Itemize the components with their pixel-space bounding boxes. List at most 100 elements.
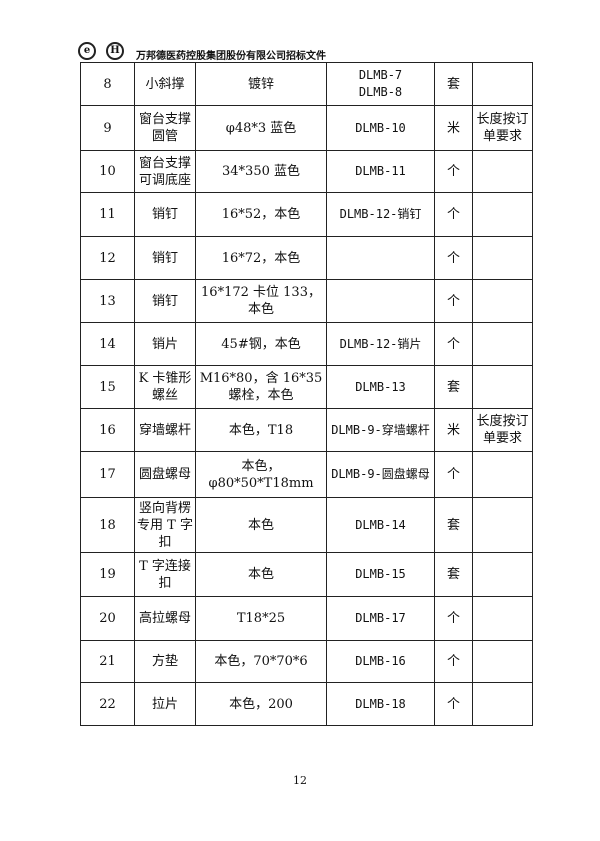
row-number: 22 [80, 682, 135, 726]
item-note [472, 596, 533, 641]
item-unit: 米 [434, 105, 473, 151]
item-spec: 本色 [195, 552, 327, 597]
item-name: 小斜撑 [134, 62, 196, 106]
table-row: 14 销片 45#钢，本色 DLMB-12-销片个 [80, 322, 533, 366]
row-number: 21 [80, 640, 135, 683]
item-name: 拉片 [134, 682, 196, 726]
item-spec: 镀锌 [195, 62, 327, 106]
table-row: 13 销钉 16*172 卡位 133，本色 个 [80, 279, 533, 323]
item-note [472, 322, 533, 366]
row-number: 13 [80, 279, 135, 323]
row-number: 12 [80, 236, 135, 280]
item-code: DLMB-13 [326, 365, 435, 409]
item-note [472, 192, 533, 237]
table-row: 19 T 字连接扣 本色 DLMB-15 套 [80, 552, 533, 597]
wepon-logo-icon: e [78, 42, 100, 62]
item-name: 圆盘螺母 [134, 451, 196, 498]
item-name: 方垫 [134, 640, 196, 683]
item-unit: 个 [434, 451, 473, 498]
item-note: 长度按订单要求 [472, 408, 533, 452]
row-number: 18 [80, 497, 135, 553]
row-number: 20 [80, 596, 135, 641]
item-name: 销钉 [134, 236, 196, 280]
item-spec: 45#钢，本色 [195, 322, 327, 366]
item-code: DLMB-18 [326, 682, 435, 726]
item-note [472, 365, 533, 409]
item-code: DLMB-7 DLMB-8 [326, 62, 435, 106]
row-number: 19 [80, 552, 135, 597]
table-row: 16 穿墙螺杆 本色，T18 DLMB-9-穿墙螺杆米长度按订单要求 [80, 408, 533, 452]
item-unit: 个 [434, 640, 473, 683]
item-unit: 套 [434, 497, 473, 553]
table-row: 21 方垫 本色，70*70*6 DLMB-16 个 [80, 640, 533, 683]
item-spec: 34*350 蓝色 [195, 150, 327, 193]
item-code: DLMB-9-圆盘螺母 [326, 451, 435, 498]
row-number: 15 [80, 365, 135, 409]
item-note [472, 236, 533, 280]
page-number: 12 [293, 774, 307, 787]
item-spec: 16*172 卡位 133，本色 [195, 279, 327, 323]
item-note [472, 451, 533, 498]
item-code: DLMB-11 [326, 150, 435, 193]
table-row: 17 圆盘螺母 本色，φ80*50*T18mm DLMB-9-圆盘螺母个 [80, 451, 533, 498]
item-unit: 个 [434, 150, 473, 193]
table-row: 22 拉片 本色，200 DLMB-18 个 [80, 682, 533, 726]
item-unit: 个 [434, 192, 473, 237]
table-row: 10 窗台支撑可调底座 34*350 蓝色 DLMB-11 个 [80, 150, 533, 193]
item-code: DLMB-15 [326, 552, 435, 597]
item-unit: 套 [434, 62, 473, 106]
item-unit: 个 [434, 596, 473, 641]
item-spec: 本色 [195, 497, 327, 553]
row-number: 16 [80, 408, 135, 452]
item-spec: 本色，T18 [195, 408, 327, 452]
item-note [472, 150, 533, 193]
item-unit: 套 [434, 365, 473, 409]
row-number: 9 [80, 105, 135, 151]
item-name: 竖向背楞专用 T 字扣 [134, 497, 196, 553]
table-row: 18 竖向背楞专用 T 字扣 本色 DLMB-14 套 [80, 497, 533, 553]
table-row: 12 销钉 16*72，本色 个 [80, 236, 533, 280]
item-spec: 本色，70*70*6 [195, 640, 327, 683]
item-name: 销钉 [134, 192, 196, 237]
bonduran-logo-icon: H [106, 42, 128, 62]
row-number: 11 [80, 192, 135, 237]
item-unit: 个 [434, 279, 473, 323]
page-header: e H 万邦德医药控股集团股份有限公司招标文件 [78, 36, 326, 62]
item-unit: 个 [434, 322, 473, 366]
row-number: 14 [80, 322, 135, 366]
table-row: 8 小斜撑 镀锌 DLMB-7 DLMB-8 套 [80, 62, 533, 106]
item-code: DLMB-9-穿墙螺杆 [326, 408, 435, 452]
item-note [472, 279, 533, 323]
item-code [326, 279, 435, 323]
item-note [472, 682, 533, 726]
item-note [472, 62, 533, 106]
row-number: 8 [80, 62, 135, 106]
item-unit: 个 [434, 236, 473, 280]
item-spec: 本色，φ80*50*T18mm [195, 451, 327, 498]
item-code: DLMB-12-销片 [326, 322, 435, 366]
item-unit: 套 [434, 552, 473, 597]
table-row: 11 销钉 16*52，本色 DLMB-12-销钉个 [80, 192, 533, 237]
item-unit: 米 [434, 408, 473, 452]
item-spec: 本色，200 [195, 682, 327, 726]
table-row: 20 高拉螺母 T18*25 DLMB-17 个 [80, 596, 533, 641]
item-spec: T18*25 [195, 596, 327, 641]
item-spec: φ48*3 蓝色 [195, 105, 327, 151]
item-name: 销片 [134, 322, 196, 366]
item-name: 销钉 [134, 279, 196, 323]
item-note [472, 640, 533, 683]
item-note [472, 497, 533, 553]
row-number: 10 [80, 150, 135, 193]
item-name: T 字连接扣 [134, 552, 196, 597]
row-number: 17 [80, 451, 135, 498]
table-row: 9 窗台支撑圆管 φ48*3 蓝色 DLMB-10 米长度按订单要求 [80, 105, 533, 151]
materials-table: 8 小斜撑 镀锌 DLMB-7 DLMB-8 套 9 窗台支撑圆管 φ48*3 蓝色 DLMB-… [80, 62, 533, 726]
item-note [472, 552, 533, 597]
table-row: 15 K 卡锥形螺丝 M16*80，含 16*35 螺栓，本色 DLMB-13 套 [80, 365, 533, 409]
item-code: DLMB-12-销钉 [326, 192, 435, 237]
item-name: 高拉螺母 [134, 596, 196, 641]
item-spec: M16*80，含 16*35 螺栓，本色 [195, 365, 327, 409]
item-name: 穿墙螺杆 [134, 408, 196, 452]
item-spec: 16*52，本色 [195, 192, 327, 237]
